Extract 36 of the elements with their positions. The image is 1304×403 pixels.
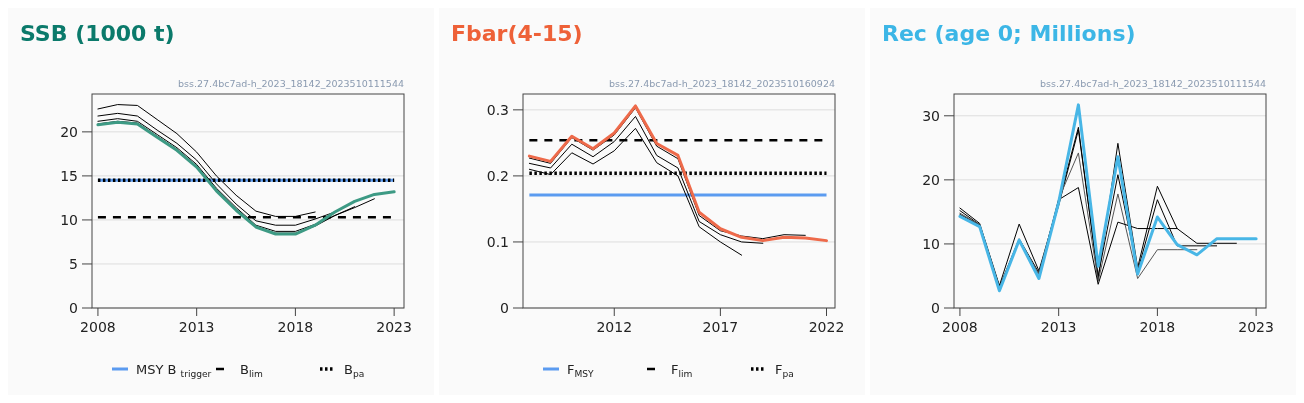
y-tick-label: 0.1	[486, 233, 509, 250]
chart-title: Fbar(4-15)	[451, 21, 583, 46]
chart-title: SSB (1000 t)	[20, 21, 175, 46]
x-tick-label: 2013	[178, 319, 215, 335]
x-tick-label: 2018	[277, 319, 314, 335]
x-tick-label: 2008	[80, 319, 116, 335]
legend-label: F$_{pa}$	[775, 362, 794, 379]
y-tick-label: 5	[69, 255, 78, 272]
y-tick-label: 0	[500, 299, 509, 316]
y-tick-label: 30	[922, 107, 940, 124]
y-tick-label: 20	[60, 123, 78, 140]
y-tick-label: 15	[60, 167, 78, 184]
x-tick-label: 2017	[702, 319, 739, 335]
y-tick-label: 0.2	[486, 167, 509, 184]
x-tick-label: 2013	[1040, 319, 1077, 335]
x-tick-label: 2018	[1139, 319, 1176, 335]
legend-label: F$_{MSY}$	[567, 362, 595, 379]
text: bss.27.4bc7ad-h_2023_18142_2023510111544	[178, 78, 404, 89]
y-tick-label: 20	[922, 171, 940, 188]
legend-label: F$_{lim}$	[671, 362, 693, 379]
y-tick-label: 0.3	[486, 101, 509, 118]
text: bss.27.4bc7ad-h_2023_18142_2023510111544	[1040, 78, 1266, 89]
x-tick-label: 2008	[942, 319, 978, 335]
y-tick-label: 10	[60, 211, 78, 228]
chart-title: Rec (age 0; Millions)	[882, 21, 1136, 46]
x-tick-label: 2022	[808, 319, 845, 335]
y-tick-label: 10	[922, 235, 940, 252]
y-tick-label: 0	[69, 299, 78, 316]
legend-label: B$_{lim}$	[240, 362, 263, 379]
legend-label: MSY B $_{trigger}$	[136, 362, 212, 379]
x-tick-label: 2023	[1238, 319, 1274, 335]
x-tick-label: 2023	[376, 319, 412, 335]
y-tick-label: 0	[931, 299, 940, 316]
legend-label: B$_{pa}$	[344, 362, 365, 379]
x-tick-label: 2012	[596, 319, 633, 335]
text: bss.27.4bc7ad-h_2023_18142_2023510160924	[609, 78, 835, 89]
